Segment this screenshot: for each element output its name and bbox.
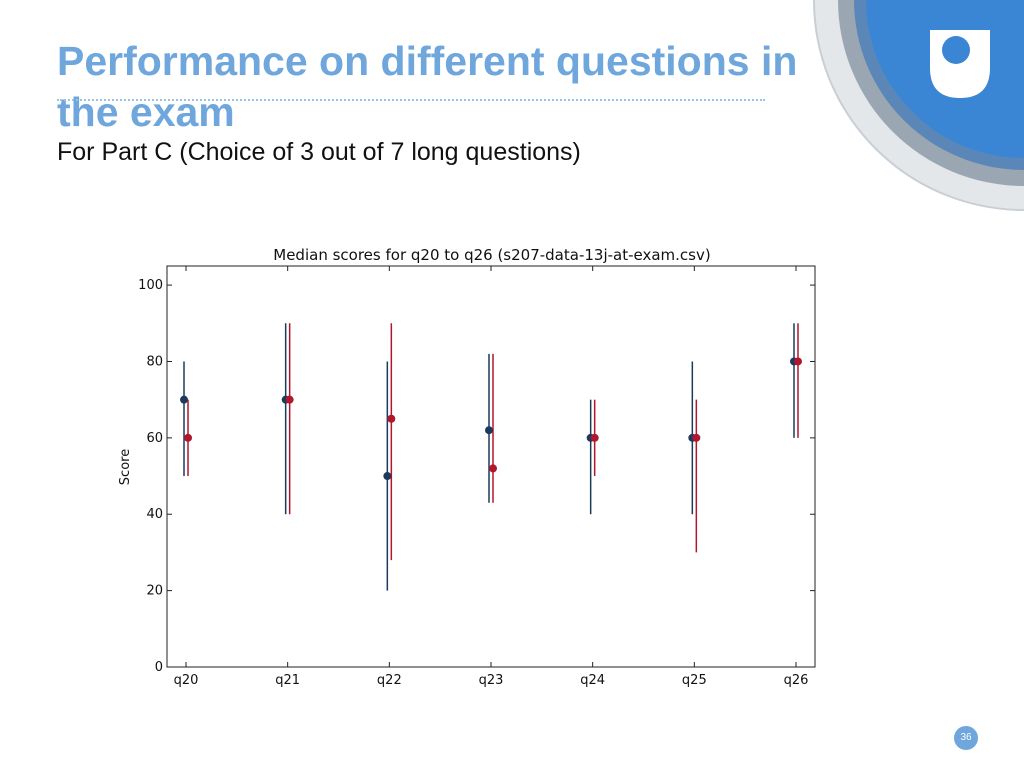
median-point — [387, 414, 396, 423]
y-tick-label: 40 — [146, 507, 163, 522]
median-point — [485, 426, 493, 435]
y-tick-label: 0 — [155, 660, 163, 675]
x-tick-label: q23 — [479, 673, 504, 688]
title-divider — [57, 99, 765, 101]
x-tick-label: q21 — [275, 673, 300, 688]
slide-title: Performance on different questions in th… — [57, 38, 798, 135]
y-tick-label: 20 — [146, 584, 163, 599]
x-tick-label: q20 — [174, 673, 199, 688]
x-axis-ticks: q20 q21 q22 q23 q24 q25 q26 — [174, 266, 809, 688]
median-scores-chart: Median scores for q20 to q26 (s207-data-… — [118, 246, 816, 688]
chart-title: Median scores for q20 to q26 (s207-data-… — [273, 246, 710, 264]
y-tick-label: 60 — [146, 431, 163, 446]
x-tick-label: q26 — [784, 673, 809, 688]
open-university-logo-icon — [813, 0, 1024, 211]
y-axis-ticks: 0 20 40 60 80 100 — [138, 278, 815, 675]
y-tick-label: 100 — [138, 278, 163, 293]
x-tick-label: q22 — [377, 673, 402, 688]
logo-shield-dot — [942, 36, 970, 64]
page-number-badge: 36 — [954, 726, 978, 750]
median-point — [590, 433, 599, 442]
slide-subtitle: For Part C (Choice of 3 out of 7 long qu… — [57, 138, 581, 166]
x-tick-label: q25 — [682, 673, 707, 688]
median-point — [692, 433, 701, 442]
y-tick-label: 80 — [146, 354, 163, 369]
median-point — [489, 464, 497, 473]
median-point — [184, 433, 192, 442]
median-point — [383, 472, 392, 481]
chart-series — [180, 323, 802, 591]
median-point — [180, 395, 188, 404]
median-point — [794, 357, 802, 366]
median-point — [285, 395, 294, 404]
y-axis-label: Score — [118, 449, 133, 485]
x-tick-label: q24 — [580, 673, 605, 688]
